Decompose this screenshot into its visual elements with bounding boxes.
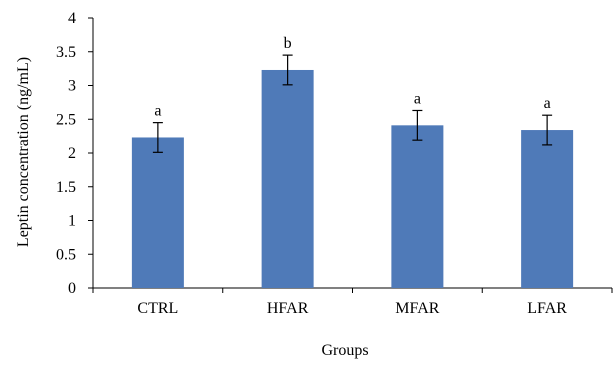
y-tick-label: 3.5 [56,44,76,61]
y-tick-label: 4 [68,10,76,27]
y-tick-label: 0.5 [56,246,76,263]
bar-mfar [391,125,444,288]
labels: 0 0.5 1 1.5 2 2.5 3 3.5 4 a CTRL b HFAR a MFAR a LFAR [56,10,567,317]
x-tick-label: CTRL [137,300,178,317]
bars [131,69,574,288]
y-tick-label: 1 [68,213,76,230]
y-tick-label: 2.5 [56,111,76,128]
significance-label: a [154,103,161,120]
y-tick-label: 1.5 [56,179,76,196]
significance-label: b [284,35,292,52]
x-tick-label: LFAR [527,300,567,317]
y-tick-label: 2 [68,145,76,162]
significance-label: a [544,95,551,112]
bar-lfar [521,130,574,288]
bar-ctrl [131,137,184,288]
y-tick-label: 0 [68,280,76,297]
y-tick-label: 3 [68,78,76,95]
x-tick-label: MFAR [395,300,439,317]
x-tick-label: HFAR [267,300,309,317]
x-axis-title: Groups [321,342,368,359]
error-bars [152,54,553,153]
bar-hfar [261,69,314,288]
significance-label: a [414,90,421,107]
y-axis-title: Leptin concentration (ng/mL) [15,57,32,247]
